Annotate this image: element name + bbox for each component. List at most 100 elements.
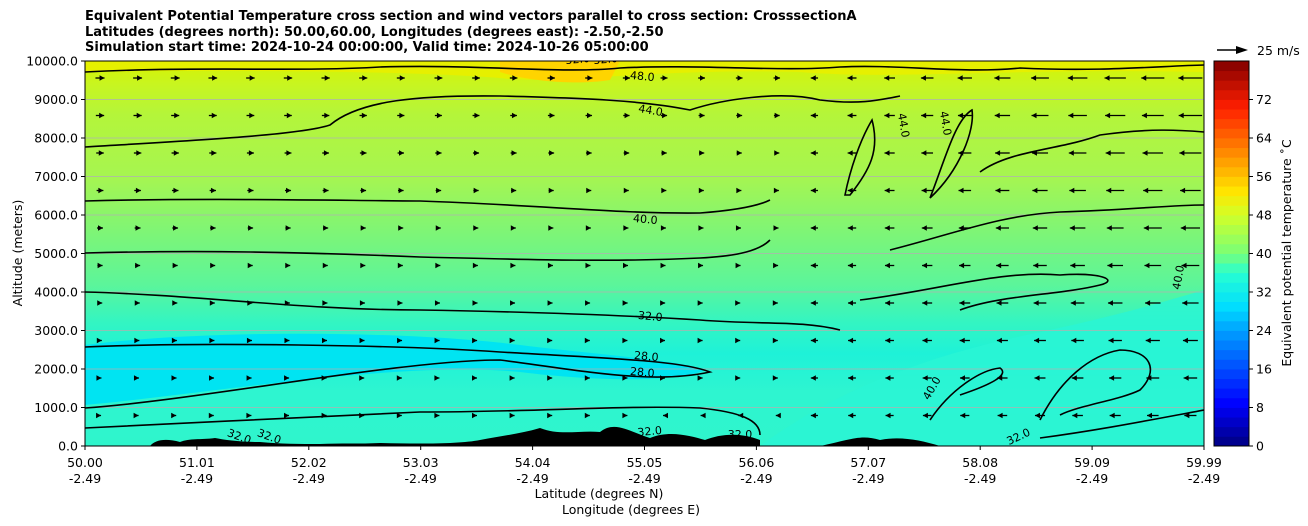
wind-vector bbox=[359, 412, 365, 419]
wind-vector bbox=[660, 225, 666, 231]
wind-vector bbox=[246, 337, 252, 344]
colorbar-segment bbox=[1214, 89, 1249, 100]
colorbar-segment bbox=[1214, 176, 1249, 187]
terrain bbox=[150, 426, 940, 446]
wind-vector bbox=[921, 225, 933, 231]
wind-vector bbox=[397, 187, 404, 194]
x-tick-label-lat: 52.02 bbox=[291, 455, 327, 470]
contour-label: 28.0 bbox=[630, 365, 656, 380]
wind-vector bbox=[957, 75, 972, 81]
wind-vector bbox=[810, 112, 819, 119]
wind-vector bbox=[1107, 300, 1123, 306]
colorbar-segment bbox=[1214, 186, 1249, 197]
wind-vector bbox=[96, 375, 102, 381]
wind-vector bbox=[284, 112, 292, 119]
wind-vector bbox=[323, 225, 329, 231]
wind-vector bbox=[284, 337, 290, 344]
wind-vector bbox=[995, 187, 1010, 194]
wind-vector bbox=[884, 112, 895, 119]
wind-vector bbox=[773, 225, 779, 231]
wind-vector bbox=[995, 225, 1009, 231]
wind-vector bbox=[1032, 187, 1048, 194]
wind-vector bbox=[848, 375, 856, 381]
wind-vector bbox=[735, 337, 741, 344]
colorbar-tick-label: 40 bbox=[1256, 246, 1272, 261]
wind-key-arrow-head bbox=[1236, 46, 1248, 54]
wind-vector bbox=[922, 375, 932, 381]
wind-vector bbox=[509, 75, 518, 81]
colorbar-segment bbox=[1214, 282, 1249, 293]
wind-vector bbox=[171, 187, 179, 194]
contour-label: 48.0 bbox=[630, 69, 656, 84]
wind-vector bbox=[322, 262, 328, 269]
wind-vector bbox=[735, 375, 741, 381]
wind-vector bbox=[1146, 375, 1160, 381]
wind-key-label: 25 m/s bbox=[1257, 43, 1300, 58]
wind-vector bbox=[246, 75, 255, 81]
wind-vector bbox=[1144, 262, 1162, 269]
wind-vector bbox=[134, 337, 140, 344]
wind-vector bbox=[1147, 412, 1159, 419]
wind-vector bbox=[885, 337, 894, 344]
wind-vector bbox=[996, 262, 1009, 269]
wind-vector bbox=[472, 300, 478, 306]
wind-vector bbox=[170, 75, 180, 81]
contour-label: 28.0 bbox=[634, 349, 660, 364]
wind-vector bbox=[209, 337, 215, 344]
wind-vector bbox=[997, 375, 1008, 381]
wind-vector bbox=[547, 375, 553, 381]
wind-vector bbox=[247, 225, 254, 231]
colorbar-segment bbox=[1214, 369, 1249, 380]
contour-label: 32.0 bbox=[225, 426, 252, 447]
wind-vector bbox=[1180, 225, 1200, 231]
colorbar-segment bbox=[1214, 272, 1249, 283]
wind-vector bbox=[660, 300, 666, 306]
contour-line bbox=[844, 117, 876, 196]
wind-vector bbox=[810, 262, 818, 269]
wind-vector bbox=[847, 225, 857, 231]
contour-line bbox=[859, 273, 1109, 311]
wind-vector bbox=[97, 262, 103, 269]
colorbar-segment bbox=[1214, 234, 1249, 245]
wind-vector bbox=[957, 112, 972, 119]
wind-vector bbox=[773, 112, 780, 119]
wind-vector bbox=[284, 150, 292, 156]
contour-line bbox=[85, 239, 771, 262]
wind-vector bbox=[359, 150, 367, 156]
wind-vector bbox=[434, 412, 440, 419]
colorbar-tick-label: 0 bbox=[1256, 439, 1264, 454]
wind-vector bbox=[623, 112, 630, 119]
wind-vector bbox=[1109, 375, 1122, 381]
wind-vector bbox=[1067, 75, 1088, 81]
wind-vector bbox=[547, 112, 555, 119]
wind-vector bbox=[321, 112, 330, 119]
colorbar-segment bbox=[1214, 138, 1249, 149]
wind-vector bbox=[622, 262, 628, 269]
wind-vector bbox=[285, 262, 291, 269]
x-tick-label-lon: -2.49 bbox=[628, 471, 660, 486]
wind-vector bbox=[1180, 187, 1201, 194]
wind-vector bbox=[396, 75, 405, 81]
colorbar-tick-label: 16 bbox=[1256, 362, 1272, 377]
wind-vector bbox=[1141, 75, 1165, 81]
contour-line bbox=[929, 367, 1004, 421]
wind-vector bbox=[472, 150, 480, 156]
contour-label: 52.0 bbox=[593, 52, 619, 67]
wind-vector bbox=[959, 337, 970, 344]
x-tick-label-lon: -2.49 bbox=[181, 471, 213, 486]
wind-vector bbox=[810, 300, 818, 306]
wind-vector bbox=[509, 375, 515, 381]
y-axis: 0.0 1000.0 2000.0 3000.0 4000.0 5000.0 6000.0 7… bbox=[26, 54, 85, 454]
wind-vector bbox=[1143, 187, 1163, 194]
colorbar-segment bbox=[1214, 320, 1249, 331]
wind-vector bbox=[735, 75, 743, 81]
wind-vector bbox=[360, 262, 366, 269]
wind-vector bbox=[1070, 300, 1085, 306]
wind-vector bbox=[134, 300, 140, 306]
wind-vectors bbox=[95, 75, 1203, 419]
wind-vector bbox=[97, 225, 103, 231]
wind-vector bbox=[773, 75, 781, 81]
wind-vector bbox=[397, 337, 403, 344]
wind-vector bbox=[772, 300, 778, 306]
wind-vector bbox=[1072, 412, 1083, 419]
